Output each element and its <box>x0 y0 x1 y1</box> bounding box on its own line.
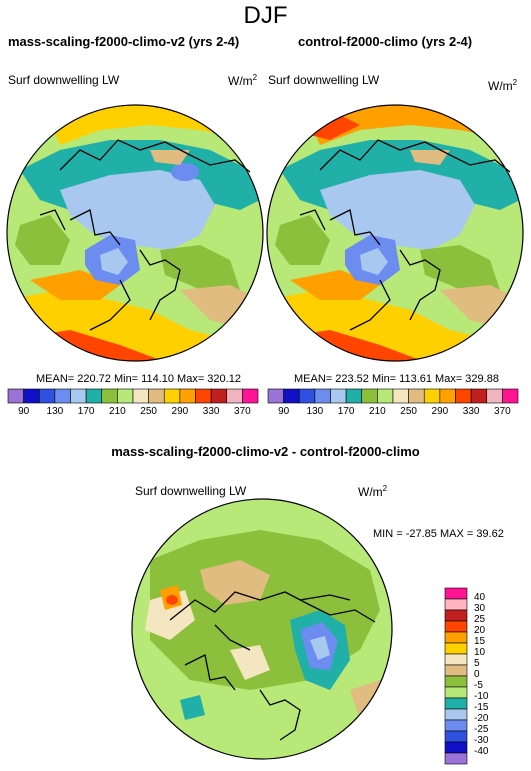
colorbar-swatch <box>444 730 468 743</box>
colorbar-swatch <box>7 388 24 404</box>
colorbar-swatch <box>101 388 118 404</box>
right-stats: MEAN= 223.52 Min= 113.61 Max= 329.88 <box>294 373 499 385</box>
colorbar-swatch <box>444 708 468 721</box>
colorbar-tick-label: -40 <box>474 746 489 757</box>
colorbar-swatch <box>444 697 468 710</box>
colorbar-tick-label: 130 <box>306 406 324 417</box>
colorbar-tick-label: 20 <box>474 625 486 636</box>
colorbar-swatch <box>148 388 165 404</box>
colorbar-swatch <box>195 388 212 404</box>
colorbar-tick-label: -20 <box>474 713 489 724</box>
right-colorbar <box>267 388 519 404</box>
colorbar-swatch <box>117 388 134 404</box>
colorbar-swatch <box>502 388 519 404</box>
colorbar-tick-label: 25 <box>474 614 486 625</box>
colorbar-tick-label: 330 <box>462 406 480 417</box>
colorbar-tick-label: 90 <box>18 406 30 417</box>
colorbar-swatch <box>444 719 468 732</box>
left-units: W/m2 <box>228 73 258 88</box>
colorbar-swatch <box>54 388 71 404</box>
page-title: DJF <box>243 2 288 29</box>
colorbar-swatch <box>132 388 149 404</box>
colorbar-swatch <box>444 752 468 765</box>
difference-colorbar <box>444 587 468 765</box>
difference-field-label: Surf downwelling LW <box>135 484 247 498</box>
left-polar-map <box>6 104 264 362</box>
left-panel-title: mass-scaling-f2000-climo-v2 (yrs 2-4) <box>8 34 240 49</box>
colorbar-tick-label: 210 <box>369 406 386 417</box>
colorbar-tick-label: 370 <box>234 406 251 417</box>
colorbar-tick-label: 10 <box>474 647 486 658</box>
colorbar-swatch <box>267 388 284 404</box>
colorbar-swatch <box>392 388 409 404</box>
colorbar-tick-label: 5 <box>474 658 480 669</box>
colorbar-tick-label: 370 <box>494 406 511 417</box>
left-colorbar <box>7 388 259 404</box>
colorbar-swatch <box>330 388 347 404</box>
difference-title: mass-scaling-f2000-climo-v2 - control-f2… <box>111 444 420 459</box>
colorbar-tick-label: 330 <box>202 406 220 417</box>
right-polar-map <box>266 104 524 362</box>
colorbar-tick-label: 130 <box>46 406 64 417</box>
colorbar-swatch <box>444 675 468 688</box>
colorbar-tick-label: -30 <box>474 735 489 746</box>
colorbar-tick-label: -15 <box>474 702 489 713</box>
colorbar-tick-label: -5 <box>474 680 483 691</box>
colorbar-swatch <box>179 388 196 404</box>
colorbar-swatch <box>408 388 425 404</box>
left-field-label: Surf downwelling LW <box>8 73 120 87</box>
colorbar-tick-label: 250 <box>140 406 157 417</box>
colorbar-swatch <box>444 587 468 600</box>
colorbar-swatch <box>210 388 228 404</box>
right-units: W/m2 <box>488 78 518 93</box>
colorbar-tick-label: 250 <box>400 406 417 417</box>
colorbar-swatch <box>444 741 468 754</box>
colorbar-tick-label: 30 <box>474 603 486 614</box>
colorbar-tick-label: 170 <box>77 406 95 417</box>
colorbar-swatch <box>85 388 103 404</box>
colorbar-swatch <box>444 642 468 655</box>
colorbar-tick-label: -25 <box>474 724 489 735</box>
colorbar-swatch <box>444 653 468 666</box>
colorbar-swatch <box>444 686 468 699</box>
colorbar-swatch <box>242 388 259 404</box>
colorbar-tick-label: 15 <box>474 636 486 647</box>
colorbar-swatch <box>38 388 56 404</box>
colorbar-tick-label: 170 <box>337 406 355 417</box>
colorbar-swatch <box>314 388 331 404</box>
colorbar-tick-label: -10 <box>474 691 489 702</box>
colorbar-tick-label: 210 <box>109 406 126 417</box>
colorbar-swatch <box>439 388 456 404</box>
colorbar-swatch <box>444 598 468 611</box>
colorbar-swatch <box>377 388 394 404</box>
colorbar-swatch <box>163 388 181 404</box>
colorbar-swatch <box>470 388 488 404</box>
colorbar-swatch <box>226 388 243 404</box>
colorbar-swatch <box>283 388 300 404</box>
left-stats: MEAN= 220.72 Min= 114.10 Max= 320.12 <box>36 373 241 385</box>
colorbar-swatch <box>361 388 378 404</box>
colorbar-tick-label: 290 <box>431 406 449 417</box>
colorbar-swatch <box>298 388 316 404</box>
difference-units: W/m2 <box>358 484 388 499</box>
colorbar-swatch <box>23 388 40 404</box>
colorbar-swatch <box>444 631 468 644</box>
difference-polar-map <box>131 498 393 760</box>
colorbar-tick-label: 0 <box>474 669 480 680</box>
colorbar-swatch <box>345 388 363 404</box>
colorbar-swatch <box>444 664 468 677</box>
colorbar-tick-label: 290 <box>171 406 189 417</box>
colorbar-swatch <box>486 388 503 404</box>
colorbar-swatch <box>70 388 87 404</box>
colorbar-swatch <box>444 609 468 622</box>
right-panel-title: control-f2000-climo (yrs 2-4) <box>298 34 473 49</box>
difference-stats: MIN = -27.85 MAX = 39.62 <box>373 528 504 540</box>
colorbar-swatch <box>455 388 472 404</box>
colorbar-tick-label: 90 <box>278 406 290 417</box>
colorbar-tick-label: 40 <box>474 592 486 603</box>
right-field-label: Surf downwelling LW <box>268 73 380 87</box>
colorbar-swatch <box>444 620 468 633</box>
colorbar-swatch <box>423 388 441 404</box>
